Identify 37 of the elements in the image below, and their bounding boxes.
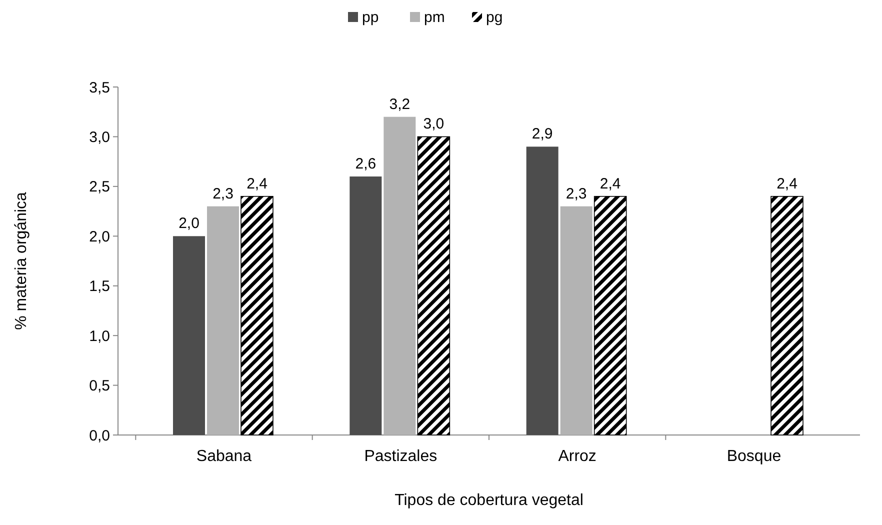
bar bbox=[350, 176, 382, 435]
x-tick-label: Arroz bbox=[558, 448, 596, 465]
legend-label: pg bbox=[486, 9, 503, 26]
y-tick-label: 1,5 bbox=[89, 278, 110, 296]
bar bbox=[417, 136, 450, 436]
x-tick-label: Sabana bbox=[196, 448, 252, 465]
data-label: 2,4 bbox=[246, 175, 268, 192]
y-axis-title: % materia orgánica bbox=[13, 192, 30, 330]
x-axis-title: Tipos de cobertura vegetal bbox=[394, 492, 584, 509]
data-label: 2,4 bbox=[600, 175, 621, 192]
data-label: 3,2 bbox=[389, 96, 410, 113]
data-label: 2,6 bbox=[355, 155, 376, 172]
bar bbox=[770, 196, 804, 436]
bar bbox=[526, 146, 558, 435]
y-tick-label: 2,5 bbox=[89, 178, 110, 196]
bar bbox=[173, 236, 205, 435]
y-tick-label: 2,0 bbox=[89, 228, 110, 246]
bar bbox=[240, 196, 274, 436]
y-tick-label: 3,0 bbox=[89, 128, 110, 146]
bar bbox=[384, 116, 416, 435]
bar bbox=[560, 206, 592, 435]
data-label: 2,3 bbox=[566, 185, 587, 202]
y-tick-label: 0,5 bbox=[89, 378, 110, 395]
data-label: 2,4 bbox=[776, 175, 798, 192]
data-label: 2,0 bbox=[178, 215, 200, 232]
x-tick-label: Pastizales bbox=[364, 448, 438, 465]
bar bbox=[207, 206, 239, 435]
bar bbox=[594, 196, 627, 436]
legend-label: pp bbox=[362, 9, 379, 26]
data-label: 2,9 bbox=[532, 126, 553, 143]
legend-label: pm bbox=[424, 9, 445, 26]
data-label: 2,3 bbox=[212, 185, 234, 202]
x-tick-label: Bosque bbox=[726, 448, 782, 465]
y-tick-label: 1,0 bbox=[89, 328, 110, 345]
y-tick-label: 0,0 bbox=[89, 427, 110, 444]
y-tick-label: 3,5 bbox=[89, 79, 110, 96]
data-label: 3,0 bbox=[423, 116, 444, 133]
